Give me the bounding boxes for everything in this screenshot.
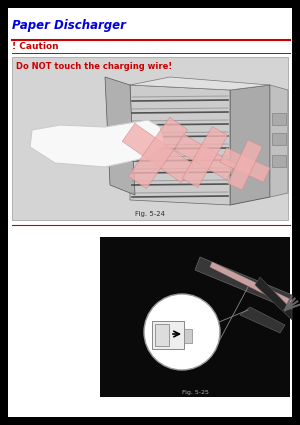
Polygon shape: [128, 117, 188, 189]
Polygon shape: [122, 123, 194, 183]
Polygon shape: [230, 85, 270, 205]
Text: Paper Discharger: Paper Discharger: [12, 19, 126, 32]
Polygon shape: [210, 262, 292, 307]
Polygon shape: [30, 120, 165, 167]
Polygon shape: [195, 257, 292, 310]
Bar: [272, 113, 286, 125]
Polygon shape: [240, 307, 285, 333]
Bar: [100, 237, 290, 397]
Bar: [152, 321, 184, 349]
Bar: [12, 57, 288, 220]
Polygon shape: [220, 147, 270, 182]
Bar: [272, 155, 286, 167]
Polygon shape: [130, 77, 270, 90]
Polygon shape: [105, 77, 135, 195]
Polygon shape: [175, 134, 236, 180]
Circle shape: [144, 294, 220, 370]
Text: Fig. 5-24: Fig. 5-24: [135, 211, 165, 217]
Text: Fig. 5-25: Fig. 5-25: [182, 390, 208, 395]
Polygon shape: [228, 140, 262, 190]
Polygon shape: [255, 277, 292, 320]
Text: Do NOT touch the charging wire!: Do NOT touch the charging wire!: [16, 62, 172, 71]
Polygon shape: [270, 85, 288, 197]
Polygon shape: [182, 127, 228, 187]
Bar: [272, 133, 286, 145]
Text: ! Caution: ! Caution: [12, 42, 58, 51]
Bar: [184, 329, 192, 343]
Polygon shape: [130, 85, 230, 205]
Bar: [155, 324, 169, 346]
